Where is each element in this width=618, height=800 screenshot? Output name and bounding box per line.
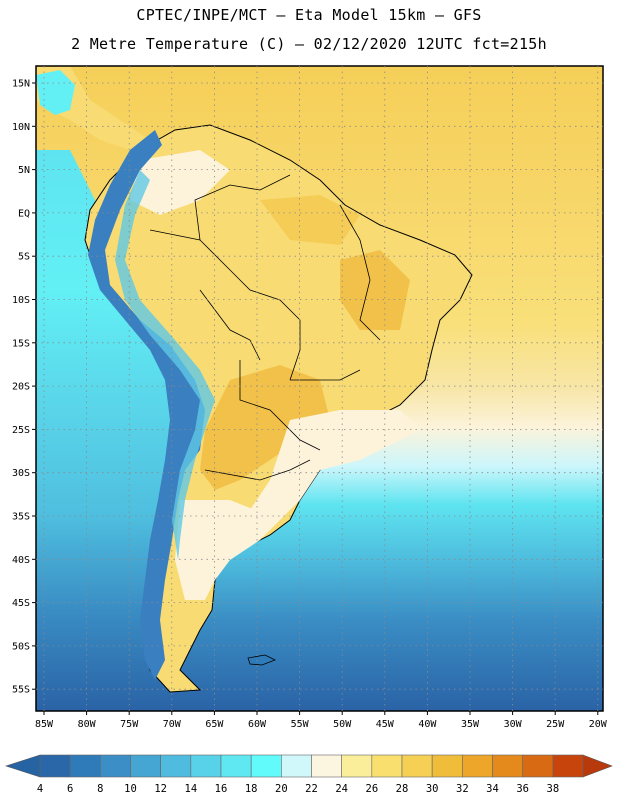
longitude-label: 60W <box>248 719 267 730</box>
longitude-label: 85W <box>35 719 54 730</box>
longitude-label: 30W <box>504 719 523 730</box>
colorbar-label: 28 <box>396 783 409 795</box>
chart-title-line2: 2 Metre Temperature (C) – 02/12/2020 12U… <box>71 35 547 53</box>
longitude-label: 75W <box>120 719 139 730</box>
latitude-label: EQ <box>18 208 30 219</box>
longitude-labels: 85W 80W 75W 70W 65W 60W 55W 50W 45W 40W 35W 30W 25W 2… <box>35 719 608 730</box>
pacific-ocean <box>36 150 175 711</box>
longitude-label: 65W <box>205 719 224 730</box>
longitude-label: 20W <box>589 719 608 730</box>
colorbar-left-arrow <box>5 754 41 778</box>
colorbar-label: 20 <box>275 783 288 795</box>
amazon-cream <box>130 150 230 215</box>
latitude-label: 5N <box>18 165 30 176</box>
colorbar-swatch <box>431 754 463 778</box>
andes-mid-strip <box>115 170 215 560</box>
colorbar-label: 10 <box>124 783 137 795</box>
latitude-label: 15N <box>12 79 30 90</box>
cool-southeast-band <box>250 410 420 530</box>
colorbar-label: 6 <box>67 783 73 795</box>
latitude-label: 10S <box>12 295 30 306</box>
colorbar-label: 38 <box>547 783 560 795</box>
longitude-label: 50W <box>333 719 352 730</box>
hot-north-region <box>260 195 360 245</box>
longitude-label: 80W <box>78 719 97 730</box>
colorbar-label: 34 <box>486 783 499 795</box>
colorbar-swatch <box>552 754 584 778</box>
latitude-label: 35S <box>12 512 30 523</box>
colorbar-label: 12 <box>154 783 167 795</box>
falkland-islands <box>247 654 276 666</box>
colorbar-label: 32 <box>456 783 469 795</box>
latitude-label: 15S <box>12 338 30 349</box>
colorbar-swatch <box>401 754 433 778</box>
latitude-label: 40S <box>12 555 30 566</box>
latitude-label: 20S <box>12 382 30 393</box>
longitude-label: 40W <box>418 719 437 730</box>
latitude-label: 10N <box>12 122 30 133</box>
colorbar-label: 22 <box>305 783 318 795</box>
colorbar-swatch <box>250 754 282 778</box>
colorbar-swatch <box>69 754 101 778</box>
colorbar-label: 36 <box>516 783 529 795</box>
graticule <box>32 66 603 715</box>
colorbar-label: 8 <box>97 783 103 795</box>
colorbar-swatch <box>492 754 523 778</box>
colorbar-label: 24 <box>335 783 348 795</box>
latitude-labels: 15N 10N 5N EQ 5S 10S 15S 20S 25S 30S 35S 40S 45S 50S 5… <box>12 79 30 696</box>
colorbar-swatch <box>371 754 403 778</box>
colorbar-label: 16 <box>215 783 228 795</box>
latitude-label: 50S <box>12 641 30 652</box>
longitude-label: 35W <box>461 719 480 730</box>
colorbar-labels: 4 6 8 10 12 14 16 18 20 22 24 26 28 30 32 34 36 38 <box>37 783 559 795</box>
hot-northeast-region <box>340 250 410 330</box>
colorbar: 4 6 8 10 12 14 16 18 20 22 24 26 28 30 32 34 36 38 <box>5 754 613 795</box>
colorbar-swatch <box>160 754 192 778</box>
longitude-label: 25W <box>546 719 565 730</box>
colorbar-swatch <box>281 754 312 778</box>
map-frame <box>35 65 604 712</box>
longitude-label: 45W <box>376 719 395 730</box>
country-borders <box>149 174 381 481</box>
colorbar-swatch <box>39 754 71 778</box>
chart-title-line1: CPTEC/INPE/MCT – Eta Model 15km – GFS <box>136 6 482 24</box>
colorbar-label: 26 <box>366 783 379 795</box>
longitude-label: 55W <box>291 719 310 730</box>
colorbar-swatches <box>5 754 613 778</box>
colorbar-swatch <box>462 754 493 778</box>
colorbar-swatch <box>220 754 252 778</box>
colorbar-swatch <box>190 754 222 778</box>
latitude-label: 45S <box>12 598 30 609</box>
latitude-label: 5S <box>18 252 30 263</box>
caribbean-cool-patch <box>36 70 75 115</box>
longitude-label: 70W <box>163 719 182 730</box>
patagonia-cream <box>175 500 280 600</box>
colorbar-label: 4 <box>37 783 43 795</box>
colorbar-label: 30 <box>426 783 439 795</box>
colorbar-swatch <box>100 754 131 778</box>
hot-interior-region <box>200 365 330 490</box>
colorbar-swatch <box>522 754 554 778</box>
andes-cold-strip <box>88 130 205 680</box>
latitude-label: 25S <box>12 425 30 436</box>
latitude-label: 55S <box>12 685 30 696</box>
colorbar-label: 18 <box>245 783 258 795</box>
colorbar-label: 14 <box>185 783 198 795</box>
temperature-map: 15N 10N 5N EQ 5S 10S 15S 20S 25S 30S 35S 40S 45S 50S 5… <box>12 65 608 730</box>
latitude-label: 30S <box>12 468 30 479</box>
colorbar-right-arrow <box>582 754 613 778</box>
colorbar-swatch <box>130 754 161 778</box>
colorbar-swatch <box>341 754 373 778</box>
colorbar-swatch <box>311 754 342 778</box>
